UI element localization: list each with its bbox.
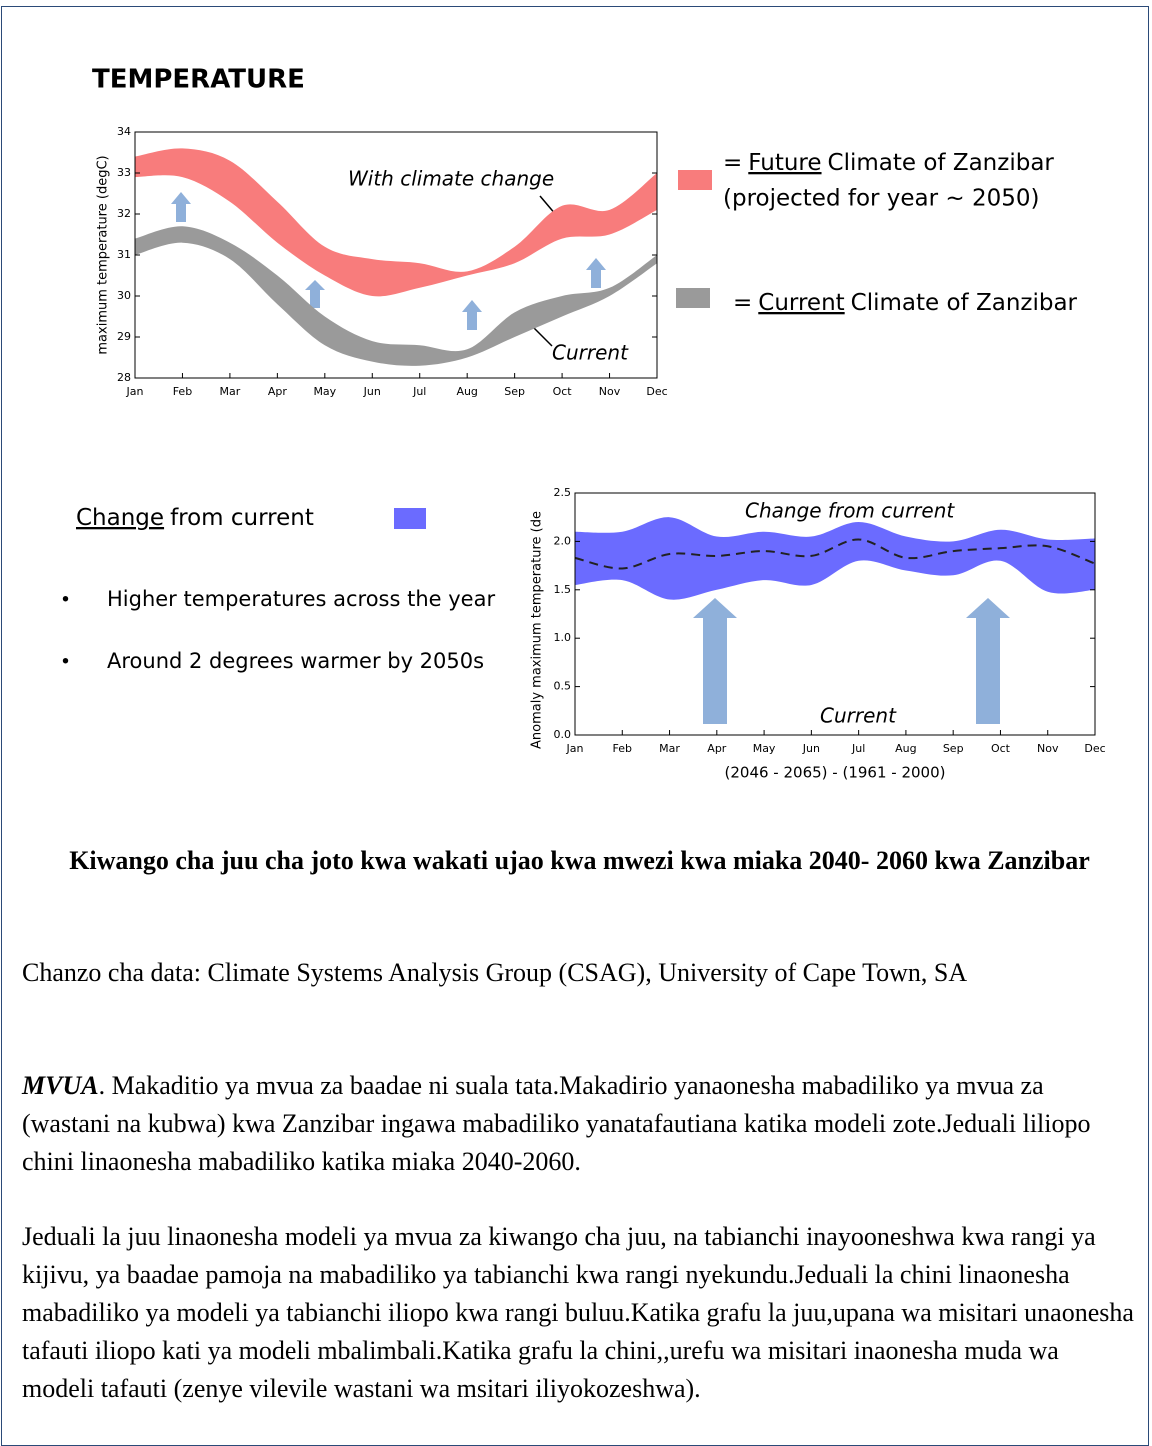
x-tick-label: Sep <box>504 385 525 398</box>
legend-entry: = Future Climate of Zanzibar <box>723 150 1054 176</box>
legend-swatch <box>678 170 712 190</box>
x-tick-label: Dec <box>1084 742 1105 755</box>
paragraph-text: . Makaditio ya mvua za baadae ni suala t… <box>22 1071 1091 1176</box>
legend-entry: Change from current <box>76 505 314 531</box>
y-tick-label: 0.0 <box>554 728 572 741</box>
x-tick-label: Feb <box>613 742 632 755</box>
text-part: = <box>733 290 752 316</box>
mean-line <box>574 538 1096 570</box>
y-tick-label: 28 <box>117 371 131 384</box>
arrow <box>171 192 191 222</box>
x-axis-label: (2046 - 2065) - (1961 - 2000) <box>725 764 946 782</box>
x-tick-label: Apr <box>268 385 288 398</box>
band <box>575 517 1095 600</box>
y-axis-label: Anomaly maximum temperature (de <box>530 511 545 749</box>
annotation: Current <box>820 704 897 728</box>
text-part: Current <box>758 290 844 316</box>
x-tick-label: Sep <box>943 742 964 755</box>
text-part: Future <box>748 150 821 176</box>
legend-swatch <box>676 288 710 308</box>
x-tick-label: Jan <box>566 742 584 755</box>
paragraph-lead: MVUA <box>22 1071 99 1100</box>
x-tick-label: Jan <box>126 385 144 398</box>
bullet-dot: • <box>62 588 69 610</box>
x-tick-label: Oct <box>553 385 573 398</box>
arrows <box>171 192 1010 724</box>
y-tick-label: 29 <box>117 330 131 343</box>
y-tick-label: 0.5 <box>554 680 572 693</box>
legend-entry: = Current Climate of Zanzibar <box>733 290 1078 316</box>
x-tick-label: Apr <box>707 742 727 755</box>
figure: TEMPERATURE • • Higher temperatures acro… <box>62 65 1106 782</box>
text-part: Climate of Zanzibar <box>828 150 1055 176</box>
x-tick-label: May <box>313 385 336 398</box>
annotation: With climate change <box>348 167 554 191</box>
arrow <box>966 598 1010 724</box>
y-tick-label: 2.5 <box>554 486 572 499</box>
x-tick-label: Mar <box>220 385 241 398</box>
annotation: Current <box>552 341 629 365</box>
x-tick-label: May <box>753 742 776 755</box>
source: Chanzo cha data: Climate Systems Analysi… <box>22 958 968 987</box>
arrow <box>693 598 737 724</box>
text-part: Climate of Zanzibar <box>851 290 1078 316</box>
x-tick-label: Feb <box>173 385 192 398</box>
plot-frame <box>574 492 1096 736</box>
band <box>135 226 657 366</box>
band <box>135 148 657 297</box>
x-tick-label: Jul <box>851 742 865 755</box>
text-part: Change <box>76 505 164 531</box>
x-tick-label: Jul <box>412 385 426 398</box>
arrow <box>586 258 606 288</box>
legend-swatch <box>394 508 426 529</box>
x-tick-label: Dec <box>646 385 667 398</box>
arrow <box>462 300 482 330</box>
y-tick-label: 33 <box>117 166 131 179</box>
y-tick-label: 2.0 <box>554 534 572 547</box>
y-tick-label: 31 <box>117 248 131 261</box>
annotation: Change from current <box>745 499 955 523</box>
x-tick-label: Aug <box>456 385 477 398</box>
x-tick-label: Jun <box>363 385 381 398</box>
text-part: = <box>723 150 742 176</box>
y-tick-label: 1.5 <box>554 583 572 596</box>
y-tick-label: 1.0 <box>554 631 572 644</box>
x-tick-label: Nov <box>1037 742 1059 755</box>
x-tick-label: Oct <box>991 742 1011 755</box>
x-tick-label: Jun <box>802 742 820 755</box>
y-tick-label: 34 <box>117 125 131 138</box>
x-tick-label: Aug <box>895 742 916 755</box>
bullet: Around 2 degrees warmer by 2050s <box>107 649 484 673</box>
arrow <box>305 280 325 308</box>
legend-note: (projected for year ~ 2050) <box>723 186 1040 212</box>
y-axis-label: maximum temperature (degC) <box>96 155 111 354</box>
heading: TEMPERATURE <box>92 65 305 95</box>
x-tick-label: Nov <box>599 385 621 398</box>
paragraph: MVUA. Makaditio ya mvua za baadae ni sua… <box>22 1067 1137 1181</box>
y-tick-label: 32 <box>117 207 131 220</box>
bullet: Higher temperatures across the year <box>107 587 495 611</box>
x-tick-label: Mar <box>659 742 680 755</box>
y-tick-label: 30 <box>117 289 131 302</box>
caption: Kiwango cha juu cha joto kwa wakati ujao… <box>69 846 1090 875</box>
bullet-dot: • <box>62 650 69 672</box>
paragraph: Jeduali la juu linaonesha modeli ya mvua… <box>22 1222 1134 1403</box>
text-part: from current <box>170 505 314 531</box>
